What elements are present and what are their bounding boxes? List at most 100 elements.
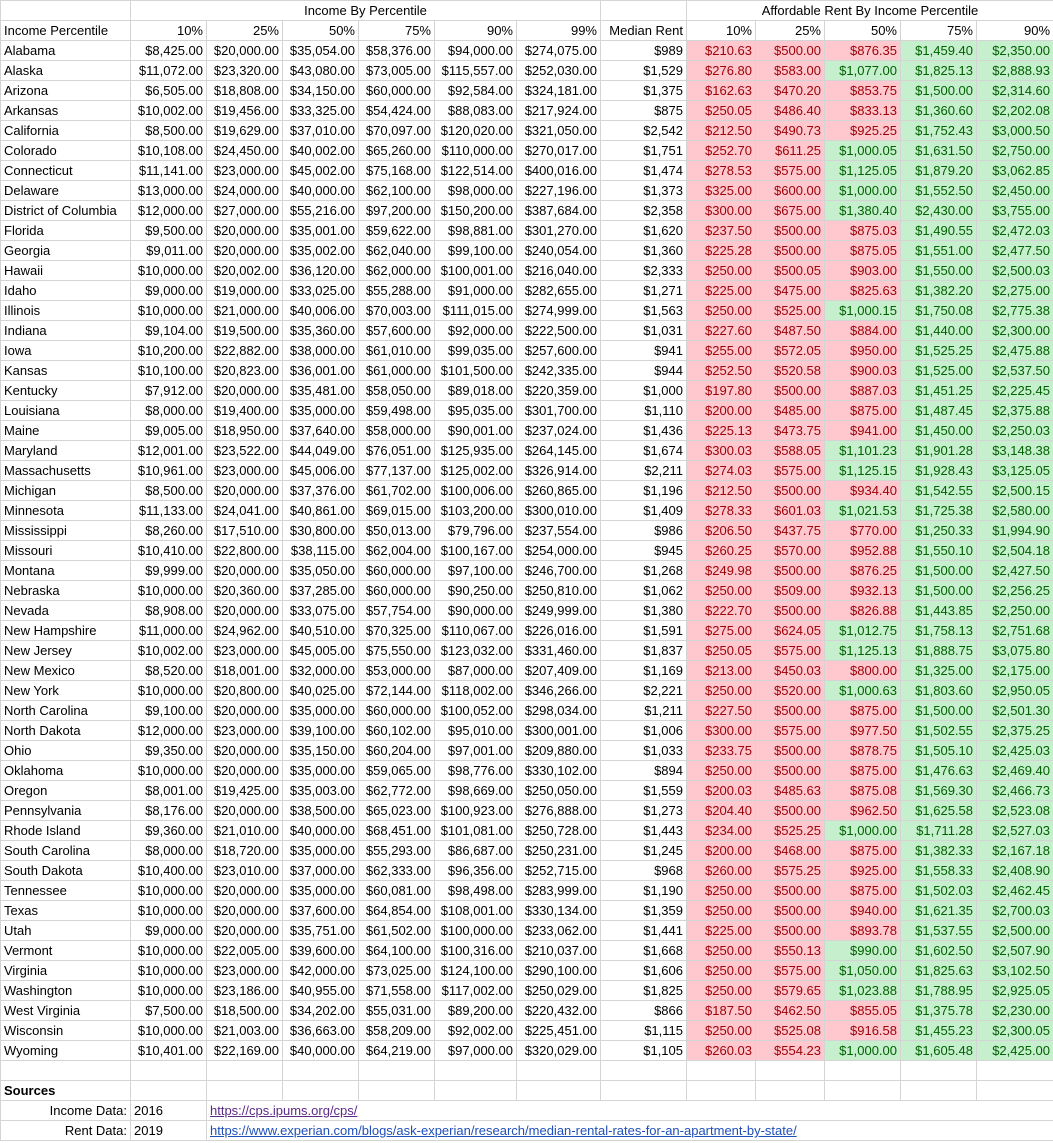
median-rent-cell[interactable]: $2,358 <box>600 200 687 221</box>
income-cell[interactable]: $23,000.00 <box>206 640 283 661</box>
income-cell[interactable]: $19,000.00 <box>206 280 283 301</box>
income-cell[interactable]: $64,100.00 <box>358 940 435 961</box>
income-cell[interactable]: $60,000.00 <box>358 580 435 601</box>
income-cell[interactable]: $55,288.00 <box>358 280 435 301</box>
affordable-rent-cell[interactable]: $940.00 <box>824 900 901 921</box>
state-name-cell[interactable]: Texas <box>0 900 131 921</box>
affordable-rent-cell[interactable]: $934.40 <box>824 480 901 501</box>
income-cell[interactable]: $10,000.00 <box>130 960 207 981</box>
income-cell[interactable]: $118,002.00 <box>434 680 517 701</box>
income-cell[interactable]: $34,150.00 <box>282 80 359 101</box>
affordable-rent-cell[interactable]: $470.20 <box>755 80 825 101</box>
income-cell[interactable]: $300,010.00 <box>516 500 601 521</box>
affordable-rent-cell[interactable]: $1,525.00 <box>900 360 977 381</box>
income-cell[interactable]: $207,409.00 <box>516 660 601 681</box>
state-name-cell[interactable]: New Mexico <box>0 660 131 681</box>
income-cell[interactable]: $35,000.00 <box>282 700 359 721</box>
income-cell[interactable]: $324,181.00 <box>516 80 601 101</box>
affordable-rent-cell[interactable]: $3,755.00 <box>975 200 1053 221</box>
income-source-label[interactable]: Income Data: <box>0 1100 131 1121</box>
income-cell[interactable]: $17,510.00 <box>206 520 283 541</box>
income-cell[interactable]: $60,000.00 <box>358 700 435 721</box>
income-cell[interactable]: $11,141.00 <box>130 160 207 181</box>
income-cell[interactable]: $23,522.00 <box>206 440 283 461</box>
income-cell[interactable]: $274,999.00 <box>516 300 601 321</box>
income-cell[interactable]: $123,032.00 <box>434 640 517 661</box>
income-cell[interactable]: $18,001.00 <box>206 660 283 681</box>
income-cell[interactable]: $61,702.00 <box>358 480 435 501</box>
income-cell[interactable]: $250,231.00 <box>516 840 601 861</box>
income-cell[interactable]: $125,935.00 <box>434 440 517 461</box>
income-cell[interactable]: $90,000.00 <box>434 600 517 621</box>
affordable-rent-cell[interactable]: $941.00 <box>824 420 901 441</box>
state-name-cell[interactable]: Mississippi <box>0 520 131 541</box>
cell-empty[interactable] <box>358 1080 435 1101</box>
affordable-rent-cell[interactable]: $925.00 <box>824 860 901 881</box>
state-name-cell[interactable]: Maryland <box>0 440 131 461</box>
median-rent-cell[interactable]: $1,443 <box>600 820 687 841</box>
income-cell[interactable]: $10,000.00 <box>130 900 207 921</box>
affordable-rent-cell[interactable]: $197.80 <box>686 380 756 401</box>
income-cell[interactable]: $35,050.00 <box>282 560 359 581</box>
income-cell[interactable]: $21,003.00 <box>206 1020 283 1041</box>
income-cell[interactable]: $98,000.00 <box>434 180 517 201</box>
income-cell[interactable]: $9,350.00 <box>130 740 207 761</box>
income-cell[interactable]: $8,000.00 <box>130 840 207 861</box>
income-cell[interactable]: $89,018.00 <box>434 380 517 401</box>
affordable-rent-cell[interactable]: $990.00 <box>824 940 901 961</box>
affordable-rent-cell[interactable]: $525.00 <box>755 300 825 321</box>
income-cell[interactable]: $8,000.00 <box>130 400 207 421</box>
income-cell[interactable]: $98,498.00 <box>434 880 517 901</box>
income-cell[interactable]: $35,002.00 <box>282 240 359 261</box>
income-cell[interactable]: $387,684.00 <box>516 200 601 221</box>
income-cell[interactable]: $94,000.00 <box>434 40 517 61</box>
cell-empty[interactable] <box>0 0 131 21</box>
income-cell[interactable]: $40,000.00 <box>282 820 359 841</box>
state-name-cell[interactable]: Idaho <box>0 280 131 301</box>
income-cell[interactable]: $10,000.00 <box>130 1020 207 1041</box>
income-cell[interactable]: $37,010.00 <box>282 120 359 141</box>
affordable-rent-cell[interactable]: $500.00 <box>755 760 825 781</box>
affordable-rent-cell[interactable]: $903.00 <box>824 260 901 281</box>
income-cell[interactable]: $38,115.00 <box>282 540 359 561</box>
income-cell[interactable]: $11,072.00 <box>130 60 207 81</box>
affordable-rent-cell[interactable]: $260.00 <box>686 860 756 881</box>
affordable-rent-cell[interactable]: $500.00 <box>755 900 825 921</box>
income-cell[interactable]: $37,285.00 <box>282 580 359 601</box>
income-cell[interactable]: $23,010.00 <box>206 860 283 881</box>
column-header[interactable]: 75% <box>900 20 977 41</box>
income-cell[interactable]: $72,144.00 <box>358 680 435 701</box>
cell-empty[interactable] <box>600 1080 687 1101</box>
income-cell[interactable]: $98,881.00 <box>434 220 517 241</box>
income-cell[interactable]: $97,100.00 <box>434 560 517 581</box>
affordable-rent-cell[interactable]: $260.25 <box>686 540 756 561</box>
median-rent-cell[interactable]: $1,268 <box>600 560 687 581</box>
affordable-rent-cell[interactable]: $249.98 <box>686 560 756 581</box>
affordable-rent-cell[interactable]: $601.03 <box>755 500 825 521</box>
income-cell[interactable]: $92,584.00 <box>434 80 517 101</box>
affordable-rent-cell[interactable]: $500.00 <box>755 240 825 261</box>
income-cell[interactable]: $65,023.00 <box>358 800 435 821</box>
income-cell[interactable]: $97,200.00 <box>358 200 435 221</box>
income-cell[interactable]: $10,400.00 <box>130 860 207 881</box>
column-header[interactable]: 75% <box>358 20 435 41</box>
affordable-rent-cell[interactable]: $2,300.00 <box>975 320 1053 341</box>
income-cell[interactable]: $11,133.00 <box>130 500 207 521</box>
affordable-rent-cell[interactable]: $1,550.10 <box>900 540 977 561</box>
income-cell[interactable]: $20,000.00 <box>206 220 283 241</box>
affordable-rent-cell[interactable]: $500.00 <box>755 560 825 581</box>
affordable-rent-cell[interactable]: $1,725.38 <box>900 500 977 521</box>
median-rent-cell[interactable]: $1,169 <box>600 660 687 681</box>
affordable-rent-cell[interactable]: $1,788.95 <box>900 980 977 1001</box>
affordable-rent-cell[interactable]: $2,300.05 <box>975 1020 1053 1041</box>
income-cell[interactable]: $20,000.00 <box>206 700 283 721</box>
affordable-rent-cell[interactable]: $1,077.00 <box>824 60 901 81</box>
median-rent-cell[interactable]: $945 <box>600 540 687 561</box>
income-cell[interactable]: $100,316.00 <box>434 940 517 961</box>
affordable-rent-cell[interactable]: $1,711.28 <box>900 820 977 841</box>
income-cell[interactable]: $33,025.00 <box>282 280 359 301</box>
income-cell[interactable]: $220,359.00 <box>516 380 601 401</box>
median-rent-cell[interactable]: $875 <box>600 100 687 121</box>
income-cell[interactable]: $35,003.00 <box>282 780 359 801</box>
affordable-rent-cell[interactable]: $2,700.03 <box>975 900 1053 921</box>
